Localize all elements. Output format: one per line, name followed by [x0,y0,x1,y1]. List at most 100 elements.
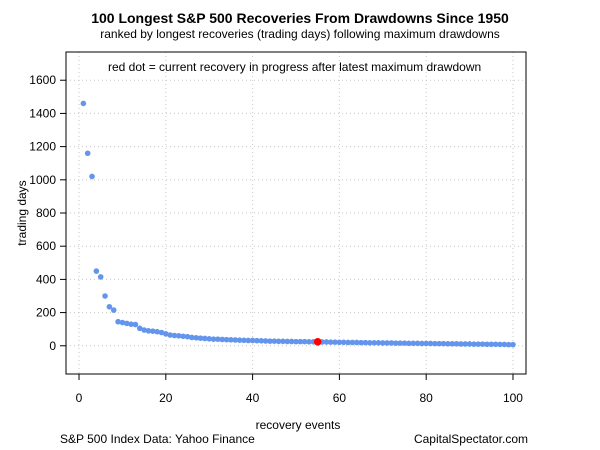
data-point [419,340,425,347]
data-point [180,333,186,340]
data-point [84,150,91,157]
data-point [206,336,213,342]
data-point [301,338,308,345]
data-point [249,337,256,344]
data-point [154,328,160,335]
data-point [406,340,412,347]
x-tick-label: 20 [159,391,173,405]
chart-subtitle: ranked by longest recoveries (trading da… [100,27,500,41]
data-point [145,328,152,334]
data-point [510,341,516,348]
y-tick-label: 1200 [29,140,56,154]
data-point [228,337,234,343]
annotation-text: red dot = current recovery in progress a… [108,60,481,74]
data-point [119,319,126,326]
data-point [297,338,304,345]
data-point [505,341,512,348]
data-point [466,341,473,347]
x-axis-label: recovery events [256,418,341,432]
data-point [327,339,334,345]
y-tick-label: 600 [36,239,56,253]
data-point [393,340,399,346]
data-point [163,331,169,337]
data-point [410,340,416,347]
data-point [258,338,265,344]
data-point [102,293,108,299]
data-point [210,336,217,342]
data-point [106,303,113,310]
data-point [492,341,499,348]
x-axis: 0 20 40 60 80 100 [76,374,523,405]
y-tick-label: 0 [49,339,56,353]
data-point [189,334,195,341]
data-point [132,321,139,328]
data-point [245,337,252,344]
data-point [397,340,403,346]
grid-lines [66,52,526,374]
data-point [479,341,486,347]
source-credit: S&P 500 Index Data: Yahoo Finance [60,432,255,446]
data-point [136,325,143,332]
data-point [158,329,165,336]
data-point [115,318,121,325]
data-point [340,339,347,346]
data-point [123,320,130,327]
data-point [275,338,282,345]
data-point [475,341,482,347]
data-point [167,332,173,338]
data-points [80,100,516,348]
data-point [110,307,117,313]
data-point [497,341,503,348]
data-point [432,340,438,347]
y-tick-label: 800 [36,206,56,220]
data-point [375,339,382,346]
data-point [149,328,156,334]
data-point [184,333,191,340]
data-point [458,341,464,347]
data-point [128,321,134,328]
data-point [89,173,95,180]
data-point [349,339,356,346]
data-point [484,341,490,348]
data-point [176,333,182,339]
data-point [366,339,373,346]
data-point [414,340,421,347]
data-point [236,337,243,343]
data-point [241,337,247,344]
data-point [445,340,451,347]
x-tick-label: 0 [76,391,83,405]
data-point [93,268,100,274]
data-point [336,339,343,346]
data-point [332,339,338,345]
data-point [219,336,226,343]
data-point [462,341,469,347]
data-point [284,338,291,345]
data-point [202,335,208,342]
data-point [384,340,390,346]
data-point [288,338,295,345]
chart-title: 100 Longest S&P 500 Recoveries From Draw… [91,10,509,26]
data-point [80,100,87,107]
data-point [371,339,377,346]
y-tick-label: 1400 [29,106,56,120]
data-point [223,336,230,343]
data-point [453,340,460,347]
site-credit: CapitalSpectator.com [413,432,528,446]
data-point [215,336,221,342]
data-point [423,340,429,347]
y-tick-label: 400 [36,272,56,286]
data-point [449,340,456,347]
data-point [436,340,443,347]
y-tick-label: 1000 [29,173,56,187]
data-point [306,339,312,345]
y-axis-label: trading days [15,180,29,245]
data-point [362,339,369,346]
x-tick-label: 40 [246,391,260,405]
x-tick-label: 60 [333,391,347,405]
data-point [440,340,447,347]
data-point [488,341,495,348]
x-tick-label: 80 [420,391,434,405]
data-point [323,339,330,345]
y-tick-label: 200 [36,306,56,320]
